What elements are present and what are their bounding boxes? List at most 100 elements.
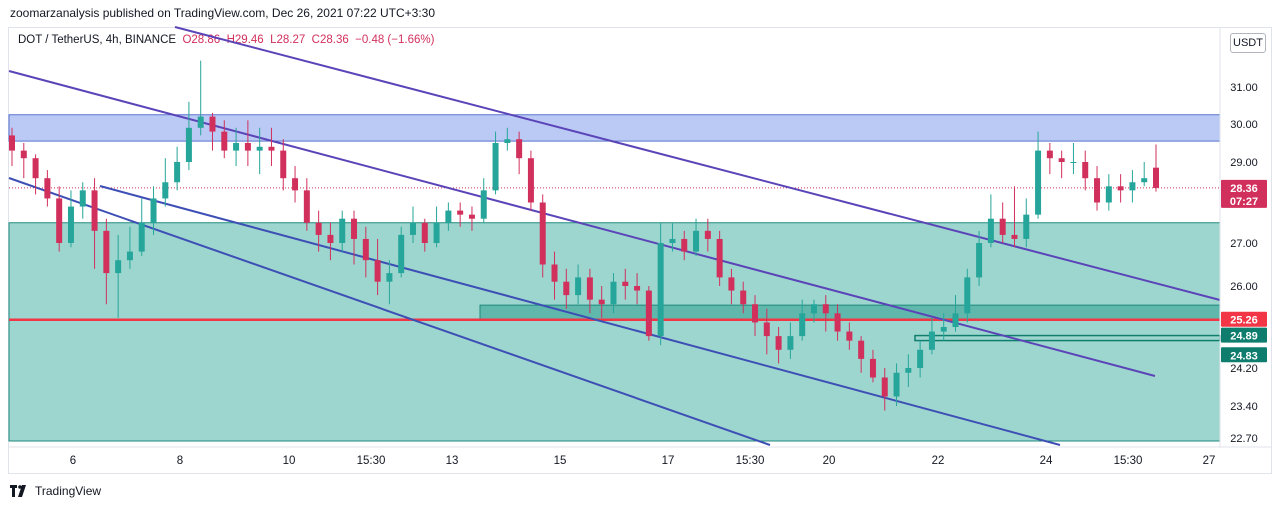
candle[interactable] [917,340,924,378]
candle[interactable] [150,186,157,235]
candle[interactable] [657,222,664,346]
candle[interactable] [964,268,971,323]
candle[interactable] [374,238,381,296]
candle[interactable] [799,299,806,341]
candle[interactable] [351,210,358,265]
candle[interactable] [292,166,299,203]
candle[interactable] [9,127,15,167]
candle[interactable] [563,268,570,309]
candle[interactable] [115,234,122,318]
candle[interactable] [610,273,617,314]
candle[interactable] [91,178,98,269]
candle[interactable] [551,251,558,300]
candle[interactable] [20,143,27,179]
candle[interactable] [905,354,912,387]
candle[interactable] [233,127,240,167]
candle[interactable] [999,202,1006,244]
candle[interactable] [763,308,770,355]
candle[interactable] [787,322,794,359]
candle[interactable] [598,286,605,318]
candle[interactable] [480,178,487,223]
candle[interactable] [457,202,464,227]
candle[interactable] [256,127,263,175]
candle[interactable] [976,230,983,286]
candle[interactable] [44,170,51,207]
candle[interactable] [728,268,735,305]
candle[interactable] [1035,131,1042,219]
candle[interactable] [693,218,700,256]
candle[interactable] [221,120,228,159]
candle[interactable] [586,268,593,314]
candle[interactable] [952,295,959,332]
candle[interactable] [634,273,641,305]
candle[interactable] [858,336,865,373]
candle[interactable] [339,210,346,252]
candle[interactable] [1117,174,1124,203]
candle[interactable] [716,230,723,286]
candle[interactable] [740,281,747,314]
candle[interactable] [244,120,251,167]
candle[interactable] [1011,186,1018,248]
candle[interactable] [752,295,759,337]
candle[interactable] [421,218,428,252]
candle[interactable] [810,299,817,323]
candle[interactable] [704,218,711,252]
candle[interactable] [940,313,947,341]
candle[interactable] [1082,150,1089,191]
candle[interactable] [185,101,192,171]
candle[interactable] [445,202,452,231]
candle[interactable] [1094,166,1101,211]
candle[interactable] [1058,150,1065,179]
candle[interactable] [775,327,782,364]
candle[interactable] [386,260,393,305]
candle[interactable] [681,230,688,261]
candle[interactable] [268,127,275,167]
candle[interactable] [56,186,63,252]
candle[interactable] [869,349,876,383]
candle[interactable] [303,178,310,231]
candle[interactable] [575,264,582,305]
candle[interactable] [280,139,287,191]
candle[interactable] [209,112,216,151]
candle[interactable] [1129,170,1136,203]
candle[interactable] [409,206,416,243]
candle[interactable] [315,210,322,252]
candle[interactable] [893,363,900,406]
candle[interactable] [669,222,676,252]
candle[interactable] [398,226,405,278]
candle[interactable] [928,317,935,355]
candle[interactable] [162,158,169,207]
candle[interactable] [362,226,369,278]
candle[interactable] [138,198,145,256]
candle[interactable] [539,194,546,278]
candle[interactable] [103,218,110,305]
candle[interactable] [79,182,86,219]
candle[interactable] [516,131,523,175]
candle[interactable] [1153,144,1159,192]
candle[interactable] [1023,198,1030,248]
candle[interactable] [433,206,440,248]
candle[interactable] [468,206,475,231]
candle[interactable] [987,194,994,248]
candle[interactable] [1105,174,1112,211]
candle[interactable] [197,60,204,136]
candle[interactable] [67,190,74,248]
candle[interactable] [1046,143,1053,175]
candle[interactable] [174,146,181,191]
tradingview-brand[interactable]: TradingView [10,484,101,498]
candle[interactable] [1070,143,1077,175]
candle[interactable] [504,127,511,151]
candle[interactable] [622,268,629,300]
candle[interactable] [881,368,888,411]
candle[interactable] [645,286,652,341]
candle[interactable] [822,295,829,332]
candle[interactable] [492,131,499,195]
candle[interactable] [846,322,853,350]
currency-button[interactable]: USDT [1230,33,1266,53]
candle[interactable] [327,222,334,261]
candle[interactable] [126,226,133,269]
candle[interactable] [1141,162,1148,187]
candle[interactable] [834,304,841,341]
candle[interactable] [32,154,39,195]
